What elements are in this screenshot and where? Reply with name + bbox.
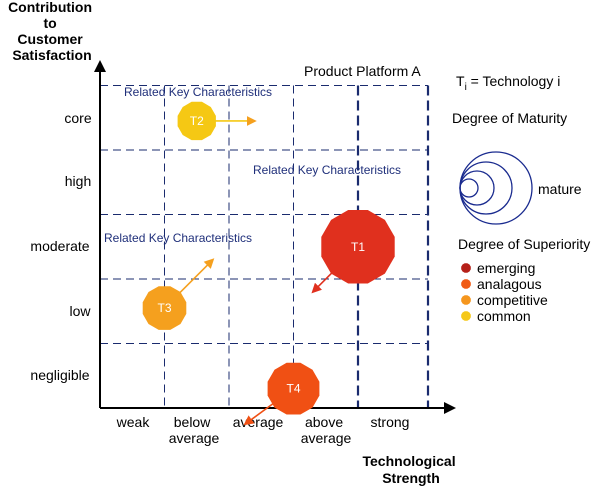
legend-maturity-label: mature: [538, 181, 582, 197]
grid-lines: [100, 85, 430, 408]
x-tick-line: average: [169, 430, 220, 446]
x-tick-average: average: [233, 414, 284, 430]
y-tick-core: core: [64, 110, 91, 126]
legend-item-analagous: analagous: [461, 276, 542, 292]
legend-swatch: [461, 295, 471, 305]
platform-label: Product Platform A: [304, 63, 421, 79]
x-tick-line: below: [174, 414, 211, 430]
y-axis-title: Contribution to Customer Satisfaction: [8, 0, 96, 63]
legend-item-label: analagous: [477, 276, 542, 292]
technology-bubbles: T1 T2 T3 T4: [142, 101, 395, 415]
x-tick-line: weak: [116, 414, 151, 430]
technology-bubble-t1[interactable]: T1: [321, 210, 395, 284]
bubble-label: T3: [157, 301, 171, 315]
related-key-characteristics-label: Related Key Characteristics: [124, 85, 272, 99]
technology-bubble-t4[interactable]: T4: [267, 362, 320, 415]
legend: Ti = Technology i Degree of Maturity mat…: [452, 73, 590, 324]
legend-swatch: [461, 279, 471, 289]
legend-swatch: [461, 263, 471, 273]
y-tick-low: low: [69, 303, 91, 319]
x-tick-line: average: [301, 430, 352, 446]
bubble-shape: [267, 362, 320, 415]
x-axis-title: Technological Strength: [363, 453, 460, 486]
x-tick-strong: strong: [371, 414, 410, 430]
legend-item-common: common: [461, 308, 531, 324]
legend-maturity-title: Degree of Maturity: [452, 110, 567, 126]
y-tick-high: high: [65, 173, 91, 189]
related-key-characteristics-label: Related Key Characteristics: [253, 163, 401, 177]
bubble-shape: [321, 210, 395, 284]
y-tick-labels: core high moderate low negligible: [30, 110, 91, 383]
x-tick-above-average: above average: [301, 414, 352, 446]
maturity-circles-icon: [459, 151, 533, 225]
legend-item-label: competitive: [477, 292, 548, 308]
x-axis-title-line: Strength: [382, 470, 440, 486]
y-axis-title-line: Satisfaction: [12, 47, 91, 63]
bubble-label: T1: [351, 240, 365, 254]
x-axis-title-line: Technological: [363, 453, 456, 469]
bubble-label: T2: [190, 114, 204, 128]
legend-item-emerging: emerging: [461, 260, 535, 276]
bubble-label: T4: [286, 382, 300, 396]
legend-item-label: common: [477, 308, 531, 324]
x-tick-labels: weak below average average above average…: [116, 414, 410, 446]
y-tick-negligible: negligible: [30, 367, 89, 383]
bubble-shape: [142, 286, 187, 330]
x-tick-below-average: below average: [169, 414, 220, 446]
x-tick-line: strong: [371, 414, 410, 430]
y-axis-title-line: Customer: [17, 31, 83, 47]
technology-bubble-t2[interactable]: T2: [177, 101, 216, 141]
y-axis-title-line: to: [43, 15, 56, 31]
y-axis-title-line: Contribution: [8, 0, 92, 15]
legend-item-label: emerging: [477, 260, 535, 276]
legend-technology-definition: Ti = Technology i: [456, 73, 560, 93]
technology-bubble-t3[interactable]: T3: [142, 286, 187, 330]
x-tick-line: above: [305, 414, 343, 430]
legend-superiority-title: Degree of Superiority: [458, 236, 590, 252]
x-tick-weak: weak: [116, 414, 151, 430]
bubble-shape: [177, 101, 216, 141]
legend-swatch: [461, 311, 471, 321]
x-tick-line: average: [233, 414, 284, 430]
related-key-characteristics-label: Related Key Characteristics: [104, 231, 252, 245]
legend-item-competitive: competitive: [461, 292, 548, 308]
y-tick-moderate: moderate: [30, 238, 89, 254]
